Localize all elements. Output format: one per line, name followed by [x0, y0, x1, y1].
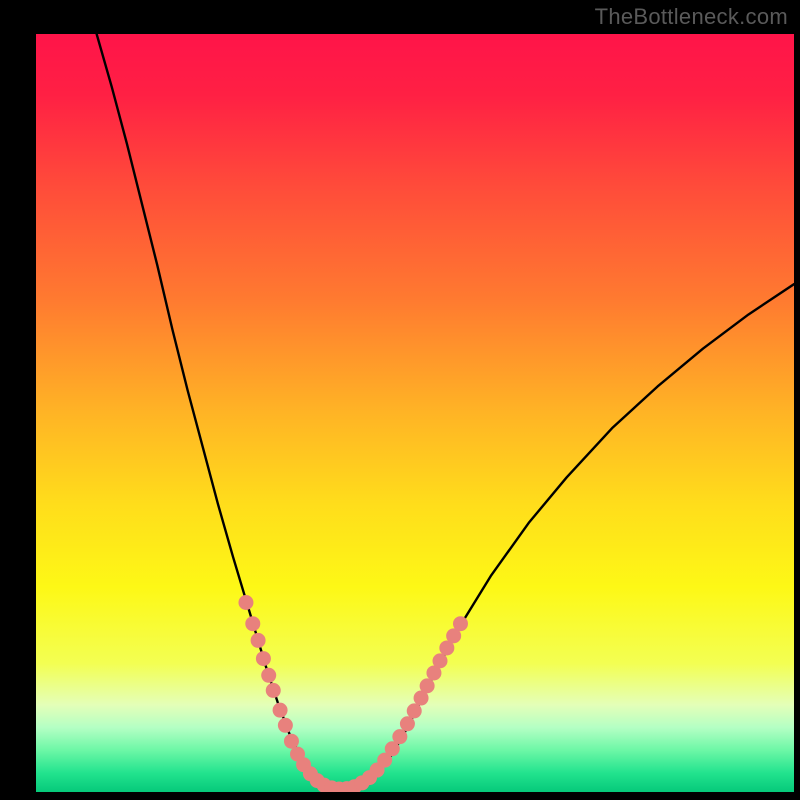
highlight-dot — [273, 703, 288, 718]
highlight-dot — [400, 716, 415, 731]
highlight-dot — [453, 616, 468, 631]
highlight-dot — [238, 595, 253, 610]
watermark-text: TheBottleneck.com — [595, 4, 788, 30]
v-curve-path — [97, 34, 794, 789]
highlight-dot — [392, 729, 407, 744]
highlight-dot — [256, 651, 271, 666]
highlight-dots-group — [238, 595, 468, 792]
highlight-dot — [261, 668, 276, 683]
highlight-dot — [420, 678, 435, 693]
highlight-dot — [284, 734, 299, 749]
highlight-dot — [266, 683, 281, 698]
highlight-dot — [278, 718, 293, 733]
highlight-dot — [251, 633, 266, 648]
curve-svg — [36, 34, 794, 792]
plot-area — [36, 34, 794, 792]
highlight-dot — [433, 653, 448, 668]
highlight-dot — [407, 703, 422, 718]
highlight-dot — [245, 616, 260, 631]
